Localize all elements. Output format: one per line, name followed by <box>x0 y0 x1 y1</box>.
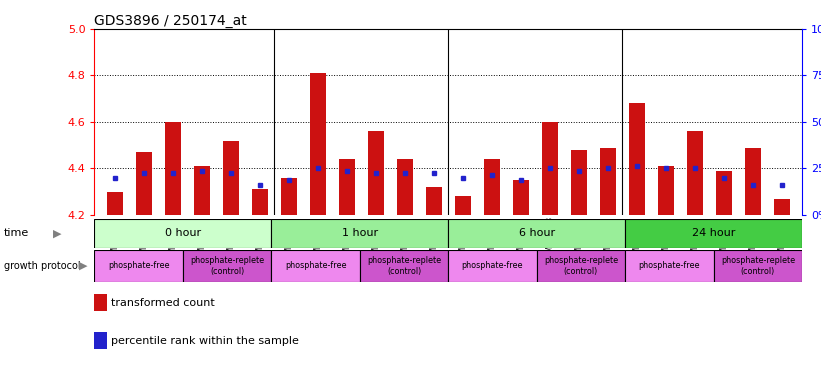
Bar <box>135 152 152 215</box>
Text: phosphate-free: phosphate-free <box>639 262 700 270</box>
Text: 1 hour: 1 hour <box>342 228 378 238</box>
Text: 24 hour: 24 hour <box>692 228 736 238</box>
Bar <box>252 189 268 215</box>
Text: phosphate-free: phosphate-free <box>108 262 169 270</box>
Text: growth protocol: growth protocol <box>4 261 80 271</box>
Bar <box>687 131 703 215</box>
Bar <box>271 219 448 248</box>
Text: phosphate-replete
(control): phosphate-replete (control) <box>721 256 795 276</box>
Bar <box>625 250 713 282</box>
Bar <box>774 199 790 215</box>
Bar <box>537 250 626 282</box>
Bar <box>542 122 557 215</box>
Bar <box>368 131 383 215</box>
Bar <box>713 250 802 282</box>
Bar <box>658 166 674 215</box>
Bar <box>107 192 122 215</box>
Bar <box>222 141 239 215</box>
Bar <box>165 122 181 215</box>
Bar <box>94 219 271 248</box>
Bar <box>360 250 448 282</box>
Bar <box>448 219 626 248</box>
Bar <box>625 219 802 248</box>
Bar <box>339 159 355 215</box>
Bar <box>183 250 271 282</box>
Bar <box>484 159 500 215</box>
Text: GDS3896 / 250174_at: GDS3896 / 250174_at <box>94 14 247 28</box>
Text: phosphate-free: phosphate-free <box>461 262 523 270</box>
Text: phosphate-replete
(control): phosphate-replete (control) <box>367 256 441 276</box>
Text: ▶: ▶ <box>53 228 62 238</box>
Text: transformed count: transformed count <box>111 298 214 308</box>
Bar <box>745 147 761 215</box>
Text: ▶: ▶ <box>80 261 88 271</box>
Bar <box>281 178 296 215</box>
Text: 0 hour: 0 hour <box>165 228 201 238</box>
Bar <box>448 250 537 282</box>
Bar <box>194 166 209 215</box>
Text: phosphate-replete
(control): phosphate-replete (control) <box>190 256 264 276</box>
Bar <box>716 171 732 215</box>
Text: time: time <box>4 228 30 238</box>
Bar <box>629 103 644 215</box>
Bar <box>426 187 442 215</box>
Text: 6 hour: 6 hour <box>519 228 555 238</box>
Text: phosphate-replete
(control): phosphate-replete (control) <box>544 256 618 276</box>
Text: percentile rank within the sample: percentile rank within the sample <box>111 336 299 346</box>
Bar <box>455 196 470 215</box>
Bar <box>600 147 616 215</box>
Bar <box>271 250 360 282</box>
Bar <box>571 150 587 215</box>
Bar <box>397 159 413 215</box>
Bar <box>513 180 529 215</box>
Bar <box>310 73 326 215</box>
Bar <box>94 250 183 282</box>
Text: phosphate-free: phosphate-free <box>285 262 346 270</box>
